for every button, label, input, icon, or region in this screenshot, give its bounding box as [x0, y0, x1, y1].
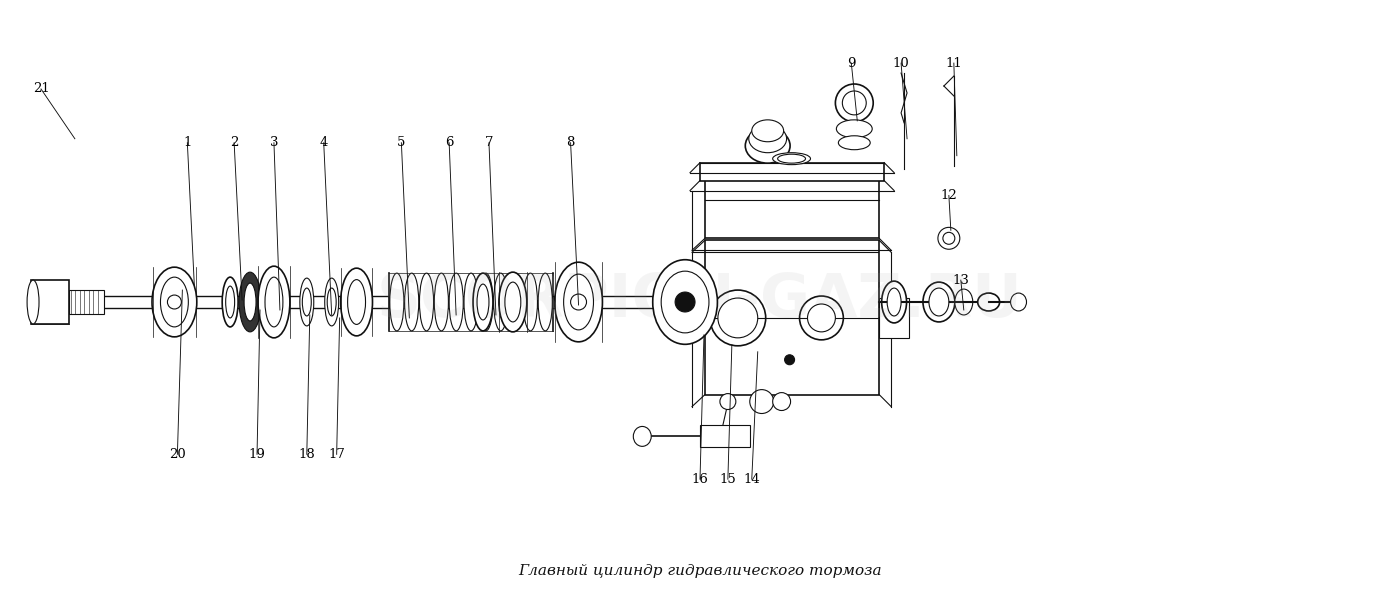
- Ellipse shape: [977, 293, 1000, 311]
- Circle shape: [799, 296, 843, 340]
- Ellipse shape: [524, 273, 538, 331]
- Text: 19: 19: [249, 448, 266, 461]
- Bar: [69, 290, 104, 314]
- Text: 10: 10: [893, 57, 910, 70]
- Circle shape: [808, 304, 836, 332]
- Circle shape: [675, 292, 694, 312]
- Ellipse shape: [745, 128, 790, 163]
- Ellipse shape: [1011, 293, 1026, 311]
- Ellipse shape: [161, 277, 189, 327]
- Ellipse shape: [752, 120, 784, 142]
- Ellipse shape: [328, 288, 336, 316]
- Ellipse shape: [836, 84, 874, 122]
- Ellipse shape: [239, 272, 260, 332]
- Ellipse shape: [244, 283, 256, 321]
- Ellipse shape: [505, 282, 521, 322]
- Circle shape: [571, 294, 587, 310]
- Ellipse shape: [633, 426, 651, 447]
- Ellipse shape: [652, 260, 717, 344]
- Bar: [706, 179, 879, 239]
- Circle shape: [750, 390, 774, 414]
- Ellipse shape: [773, 152, 811, 165]
- Bar: [700, 163, 885, 181]
- Ellipse shape: [479, 273, 493, 331]
- Ellipse shape: [554, 262, 602, 342]
- Ellipse shape: [661, 271, 708, 333]
- Ellipse shape: [882, 281, 907, 323]
- Circle shape: [784, 355, 795, 365]
- Ellipse shape: [405, 273, 419, 331]
- Text: 5: 5: [398, 136, 406, 149]
- Bar: [31, 280, 69, 324]
- Ellipse shape: [449, 273, 463, 331]
- Ellipse shape: [955, 289, 973, 315]
- Ellipse shape: [938, 228, 960, 249]
- Text: 15: 15: [720, 473, 736, 486]
- Text: 1: 1: [183, 136, 192, 149]
- Circle shape: [773, 393, 791, 411]
- Ellipse shape: [720, 393, 736, 409]
- Ellipse shape: [749, 125, 787, 152]
- Ellipse shape: [420, 273, 434, 331]
- Ellipse shape: [777, 154, 805, 163]
- Ellipse shape: [473, 273, 493, 331]
- Ellipse shape: [302, 288, 311, 316]
- Circle shape: [718, 298, 757, 338]
- Text: 12: 12: [941, 189, 958, 202]
- Ellipse shape: [930, 288, 949, 316]
- Ellipse shape: [564, 274, 594, 330]
- Ellipse shape: [258, 266, 290, 338]
- Text: Главный цилиндр гидравлического тормоза: Главный цилиндр гидравлического тормоза: [518, 564, 882, 578]
- Ellipse shape: [843, 91, 867, 115]
- Ellipse shape: [498, 272, 526, 332]
- Ellipse shape: [325, 278, 339, 326]
- Text: 11: 11: [945, 57, 962, 70]
- Text: 16: 16: [692, 473, 708, 486]
- Text: 7: 7: [484, 136, 493, 149]
- Text: 8: 8: [567, 136, 575, 149]
- Ellipse shape: [839, 136, 871, 149]
- Ellipse shape: [888, 288, 902, 316]
- Ellipse shape: [300, 278, 314, 326]
- Ellipse shape: [434, 273, 448, 331]
- Text: 14: 14: [743, 473, 760, 486]
- Ellipse shape: [942, 232, 955, 244]
- Ellipse shape: [265, 277, 283, 327]
- Ellipse shape: [389, 273, 403, 331]
- Ellipse shape: [153, 267, 197, 337]
- Ellipse shape: [923, 282, 955, 322]
- Ellipse shape: [494, 273, 508, 331]
- Ellipse shape: [27, 280, 39, 324]
- Text: SCORPION-GAZ.RU: SCORPION-GAZ.RU: [377, 270, 1023, 329]
- Bar: [700, 425, 750, 447]
- Text: 9: 9: [847, 57, 855, 70]
- Ellipse shape: [538, 273, 553, 331]
- Circle shape: [710, 290, 766, 346]
- Ellipse shape: [463, 273, 477, 331]
- Text: 20: 20: [169, 448, 186, 461]
- Text: 18: 18: [298, 448, 315, 461]
- Text: 4: 4: [319, 136, 328, 149]
- Ellipse shape: [223, 277, 238, 327]
- Text: 6: 6: [445, 136, 454, 149]
- Text: 3: 3: [270, 136, 279, 149]
- Text: 2: 2: [230, 136, 238, 149]
- Bar: [879, 298, 909, 338]
- Circle shape: [168, 295, 182, 309]
- Ellipse shape: [347, 279, 365, 325]
- Ellipse shape: [340, 268, 372, 336]
- Ellipse shape: [836, 120, 872, 138]
- Ellipse shape: [225, 286, 235, 318]
- Text: 17: 17: [328, 448, 344, 461]
- Bar: [706, 240, 879, 395]
- Ellipse shape: [477, 284, 489, 320]
- Text: 13: 13: [952, 274, 969, 287]
- Ellipse shape: [508, 273, 522, 331]
- Text: 21: 21: [32, 82, 49, 96]
